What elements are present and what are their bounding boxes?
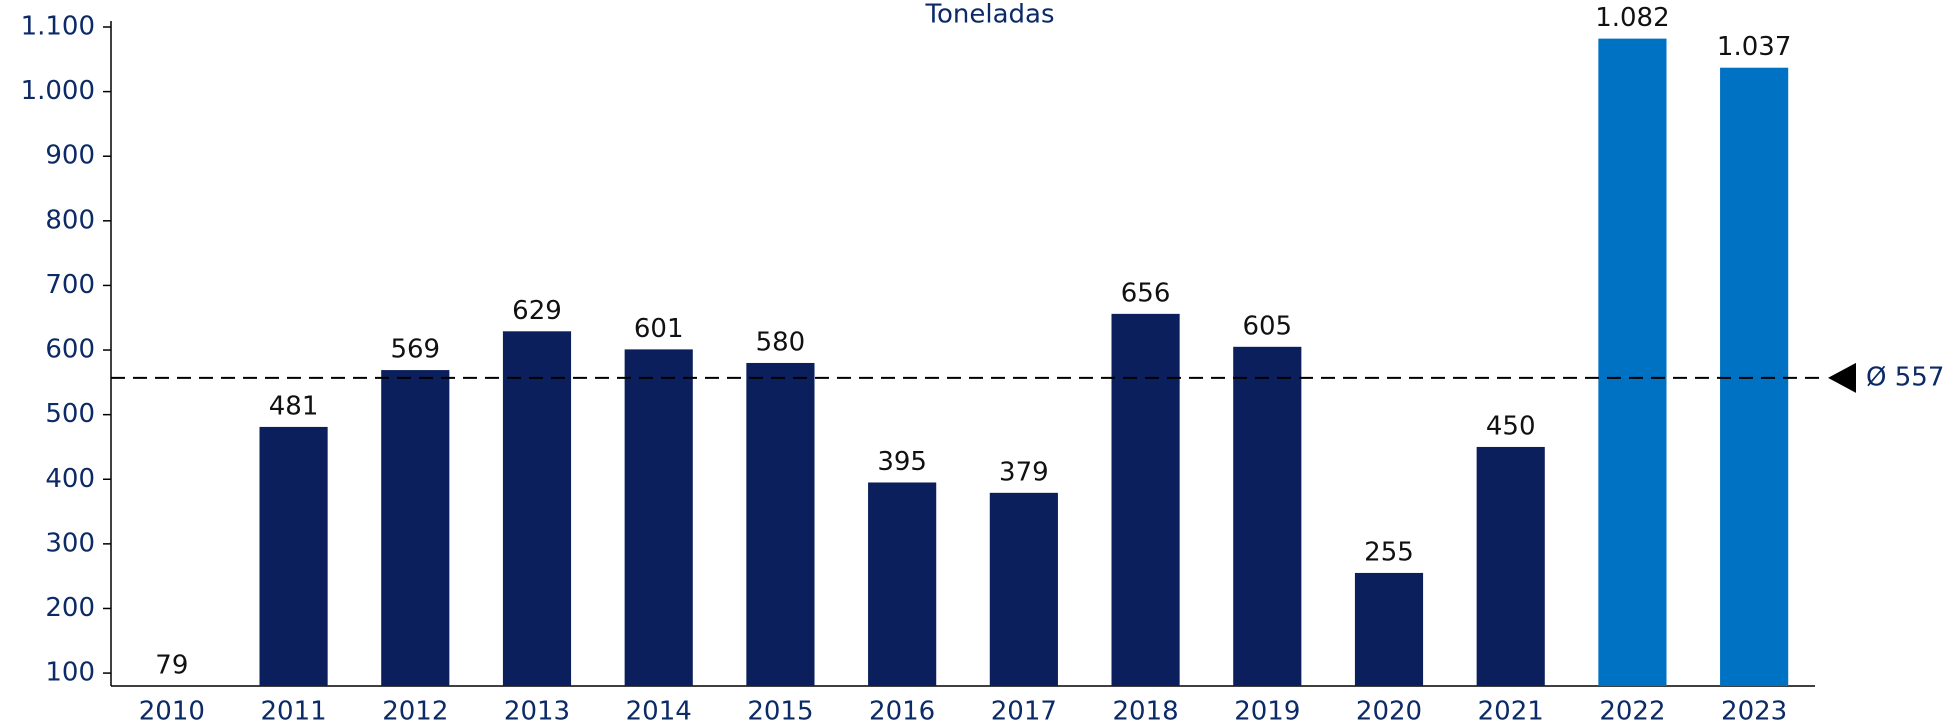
data-label: 605 [1242, 311, 1292, 341]
x-tick-label: 2014 [626, 697, 692, 723]
x-tick-label: 2023 [1721, 697, 1787, 723]
data-label: 255 [1364, 537, 1414, 567]
data-label: 629 [512, 296, 562, 326]
x-tick-label: 2015 [747, 697, 813, 723]
chart-title: Toneladas [925, 0, 1055, 30]
x-tick-label: 2013 [504, 697, 570, 723]
bar [1720, 67, 1789, 686]
x-tick-label: 2021 [1478, 697, 1544, 723]
bar [1476, 446, 1545, 686]
y-tick-label: 700 [45, 270, 95, 300]
bar [868, 482, 937, 686]
y-tick-label: 900 [45, 141, 95, 171]
x-tick-label: 2011 [260, 697, 326, 723]
bar [989, 492, 1058, 686]
y-tick-label: 600 [45, 335, 95, 365]
x-tick-label: 2016 [869, 697, 935, 723]
bar [1598, 38, 1667, 687]
bar [502, 331, 572, 686]
data-label: 450 [1486, 411, 1536, 441]
data-label: 379 [999, 457, 1049, 487]
x-tick-label: 2010 [139, 697, 205, 723]
bar [1354, 572, 1424, 686]
data-label: 656 [1121, 278, 1171, 308]
y-tick-label: 100 [45, 658, 95, 688]
bar [1233, 346, 1302, 686]
x-tick-label: 2018 [1112, 697, 1178, 723]
bar [259, 426, 328, 686]
data-label: 481 [269, 391, 319, 421]
data-label: 1.082 [1595, 3, 1669, 33]
y-tick-label: 800 [45, 205, 95, 235]
average-marker [1828, 362, 1856, 393]
data-label: 79 [155, 651, 188, 681]
y-tick-label: 200 [45, 593, 95, 623]
x-tick-label: 2012 [382, 697, 448, 723]
x-tick-label: 2022 [1599, 697, 1665, 723]
data-label: 580 [756, 327, 806, 357]
bar [1111, 313, 1180, 686]
data-label: 1.037 [1717, 32, 1791, 62]
bar [624, 349, 693, 686]
y-tick-label: 400 [45, 464, 95, 494]
average-label: Ø 557 [1866, 362, 1944, 392]
x-tick-label: 2020 [1356, 697, 1422, 723]
x-tick-label: 2017 [991, 697, 1057, 723]
bar [746, 362, 815, 686]
data-label: 569 [390, 335, 440, 365]
y-tick-label: 1.100 [21, 12, 95, 42]
y-tick-label: 300 [45, 528, 95, 558]
data-label: 601 [634, 314, 684, 344]
y-tick-label: 500 [45, 399, 95, 429]
bar [381, 370, 450, 686]
data-label: 395 [877, 447, 927, 477]
y-tick-label: 1.000 [21, 76, 95, 106]
x-tick-label: 2019 [1234, 697, 1300, 723]
